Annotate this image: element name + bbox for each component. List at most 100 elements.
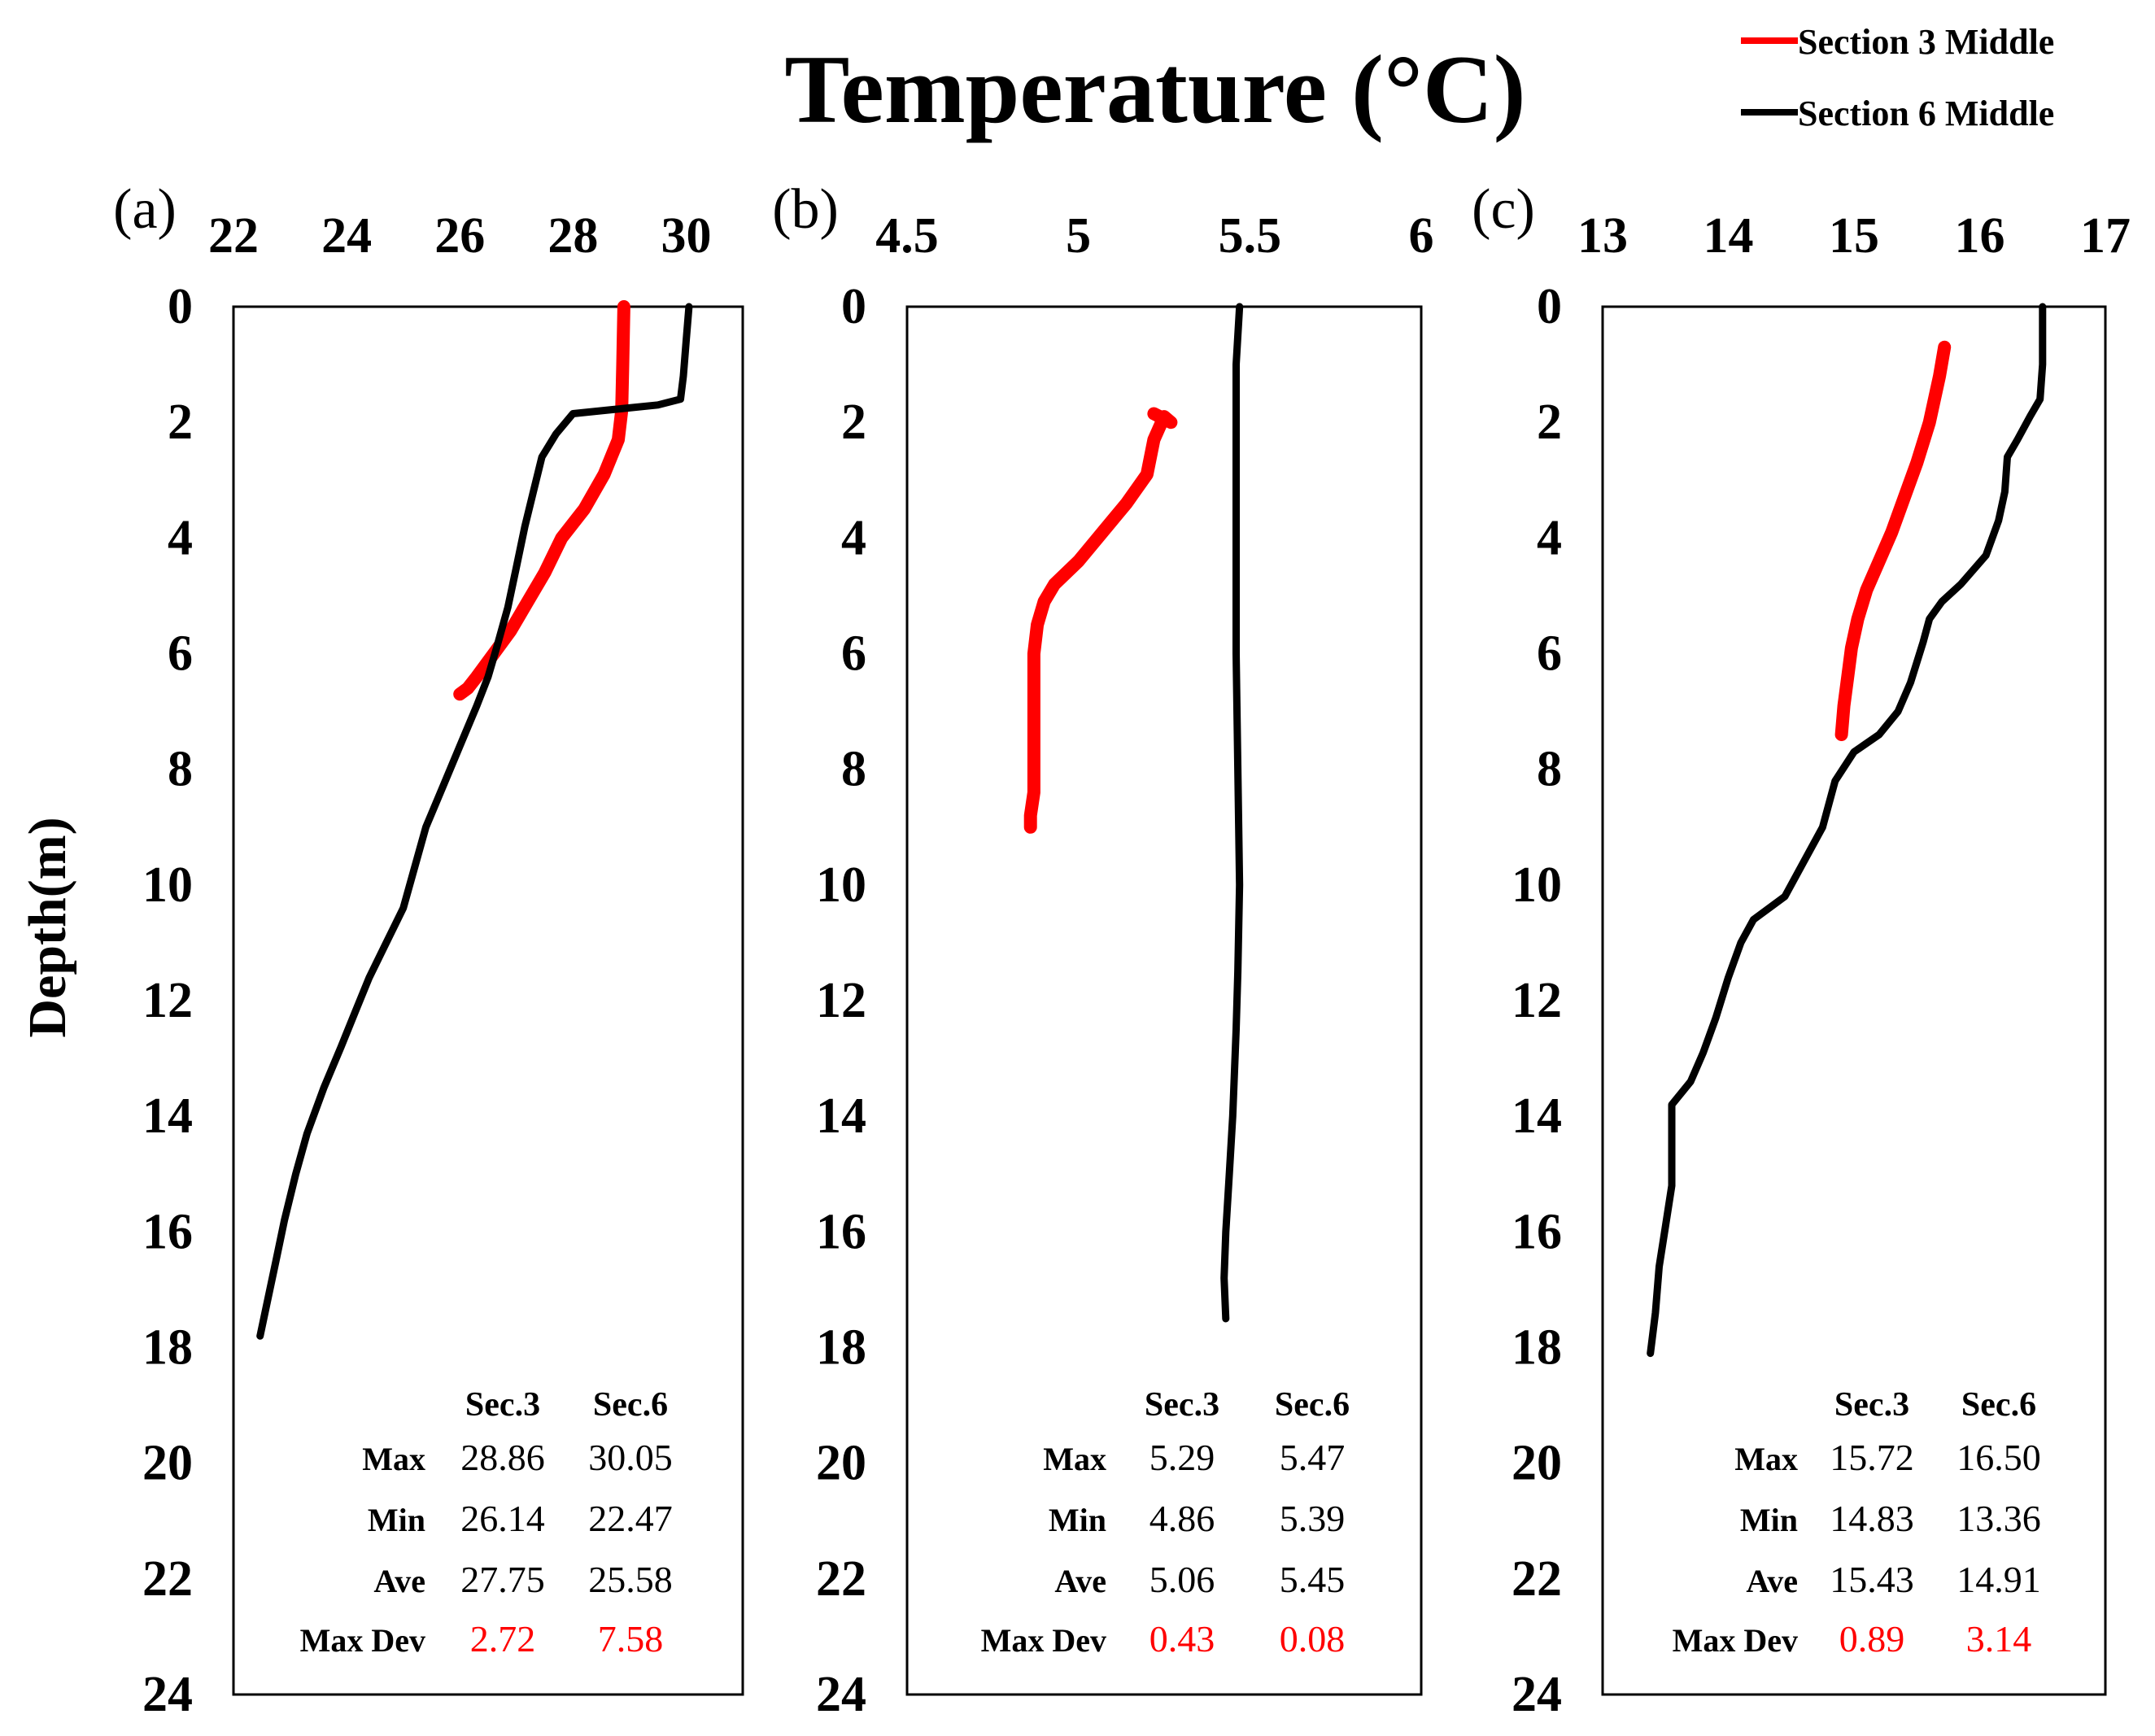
y-tick-label: 4 [841,510,866,565]
y-tick-label: 18 [816,1320,866,1376]
stats-row-label: Ave [373,1563,425,1599]
y-tick-label: 2 [1537,395,1562,450]
y-tick-label: 24 [1512,1667,1562,1722]
stats-row-label: Max Dev [981,1622,1106,1659]
stats-value: 0.43 [1149,1618,1215,1660]
stats-header: Sec.6 [1961,1386,2036,1424]
stats-value: 4.86 [1149,1498,1215,1539]
x-tick-label: 28 [547,208,598,264]
x-tick-label: 15 [1829,208,1879,264]
stats-row-label: Max Dev [300,1622,425,1659]
series-line-section-6 [1647,303,2047,1358]
stats-value: 0.89 [1839,1618,1905,1660]
stats-value: 5.39 [1280,1498,1346,1539]
stats-value: 26.14 [460,1498,545,1539]
y-tick-label: 2 [168,395,193,450]
y-tick-label: 8 [168,742,193,797]
y-tick-label: 0 [841,279,866,334]
x-tick-label: 26 [434,208,485,264]
y-tick-label: 14 [142,1088,193,1144]
stats-value: 14.83 [1830,1498,1914,1539]
y-tick-label: 24 [816,1667,866,1722]
stats-row-label: Min [1740,1502,1798,1538]
stats-value: 3.14 [1966,1618,2032,1660]
stats-value: 22.47 [588,1498,673,1539]
stats-table: Sec.3 Sec.6 Max 5.29 5.47 Min 4.86 5.39 Ave 5.06 5… [981,1386,1350,1660]
stats-value: 15.72 [1830,1437,1914,1478]
plot-frame [905,305,1423,1696]
stats-row-label: Max [362,1441,425,1477]
y-tick-label: 12 [1512,973,1562,1028]
stats-value: 14.91 [1957,1559,2041,1600]
stats-value: 0.08 [1280,1618,1346,1660]
y-tick-label: 22 [816,1551,866,1607]
plot-frame [1601,305,2107,1696]
stats-value: 5.06 [1149,1559,1215,1600]
y-tick-label: 6 [841,626,866,682]
x-tick-label: 6 [1409,208,1434,264]
y-tick-label: 16 [816,1204,866,1259]
stats-row-label: Min [1049,1502,1106,1538]
x-tick-label: 17 [2080,208,2131,264]
stats-row-label: Max Dev [1673,1622,1798,1659]
stats-row-label: Min [368,1502,425,1538]
stats-value: 27.75 [460,1559,545,1600]
series-line-section-3 [1834,340,1952,741]
x-tick-label: 16 [1955,208,2005,264]
legend-label-section-6: Section 6 Middle [1798,94,2054,133]
y-tick-label: 12 [142,973,193,1028]
stats-value: 5.47 [1280,1437,1346,1478]
y-tick-label: 14 [816,1088,866,1144]
panel-label: (b) [772,178,839,241]
y-tick-label: 16 [142,1204,193,1259]
y-tick-label: 20 [816,1436,866,1491]
stats-value: 16.50 [1957,1437,2041,1478]
stats-header: Sec.3 [1145,1386,1219,1424]
y-tick-label: 2 [841,395,866,450]
x-tick-label: 13 [1577,208,1628,264]
y-tick-label: 4 [1537,510,1562,565]
legend: Section 3 Middle Section 6 Middle [1741,22,2054,133]
series-line-section-6 [256,303,693,1340]
y-tick-label: 0 [1537,279,1562,334]
stats-row-label: Max [1734,1441,1798,1477]
y-tick-label: 10 [142,857,193,913]
y-tick-label: 22 [142,1551,193,1607]
panel-label: (a) [113,178,177,241]
series-line-section-6 [1220,303,1244,1323]
y-tick-label: 8 [841,742,866,797]
y-tick-label: 8 [1537,742,1562,797]
x-tick-label: 5 [1066,208,1091,264]
x-tick-label: 24 [321,208,372,264]
y-tick-label: 18 [1512,1320,1562,1376]
stats-table: Sec.3 Sec.6 Max 15.72 16.50 Min 14.83 13.36 Ave 1… [1673,1386,2041,1660]
y-tick-label: 0 [168,279,193,334]
x-tick-label: 30 [661,208,711,264]
stats-value: 25.58 [588,1559,673,1600]
chart-title: Temperature (°C) [784,35,1525,143]
stats-value: 5.45 [1280,1559,1346,1600]
y-tick-label: 20 [142,1436,193,1491]
y-tick-label: 20 [1512,1436,1562,1491]
stats-value: 5.29 [1149,1437,1215,1478]
y-tick-label: 14 [1512,1088,1562,1144]
stats-row-label: Max [1043,1441,1106,1477]
x-tick-label: 5.5 [1219,208,1282,264]
y-tick-label: 10 [1512,857,1562,913]
y-tick-label: 22 [1512,1551,1562,1607]
stats-value: 13.36 [1957,1498,2041,1539]
stats-value: 28.86 [460,1437,545,1478]
panel-label: (c) [1472,178,1535,241]
plot-frame [232,305,744,1696]
y-tick-label: 4 [168,510,193,565]
y-tick-label: 6 [168,626,193,682]
stats-value: 7.58 [598,1618,664,1660]
stats-header: Sec.3 [465,1386,540,1424]
series-line-section-3 [453,300,630,701]
stats-row-label: Ave [1746,1563,1798,1599]
y-tick-label: 24 [142,1667,193,1722]
stats-value: 30.05 [588,1437,673,1478]
